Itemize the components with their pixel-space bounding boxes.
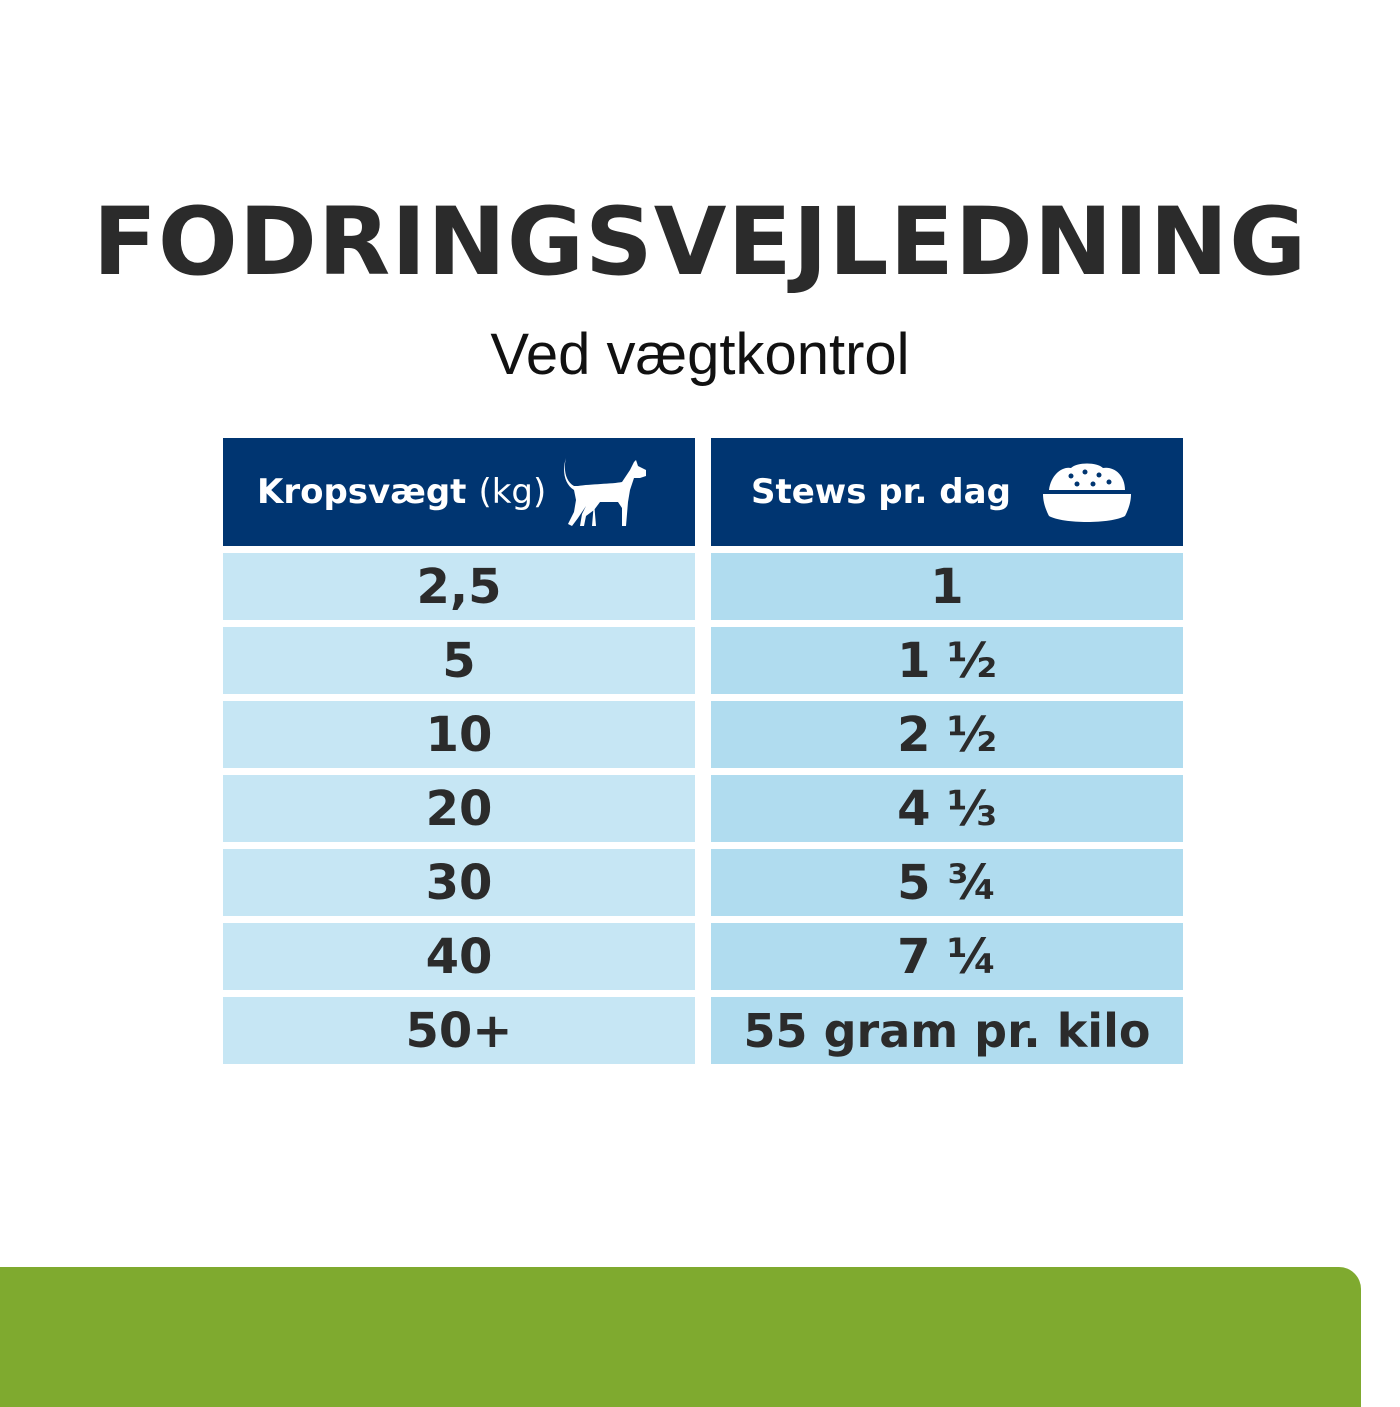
footer-green-band — [0, 1267, 1361, 1407]
table-cell-stews: 1 — [711, 553, 1183, 620]
page-title: FODRINGSVEJLEDNING — [92, 188, 1308, 297]
table-cell-weight: 30 — [223, 849, 695, 916]
dog-icon — [564, 458, 647, 526]
table-cell-weight: 50+ — [223, 997, 695, 1064]
table-cell-weight: 40 — [223, 923, 695, 990]
body-weight-header-label: Kropsvægt — [257, 472, 467, 512]
table-cell-stews: 5 ¾ — [711, 849, 1183, 916]
body-weight-unit: (kg) — [478, 472, 547, 512]
stews-per-day-header: Stews pr. dag — [711, 438, 1183, 546]
table-cell-weight: 10 — [223, 701, 695, 768]
table-cell-weight: 20 — [223, 775, 695, 842]
stews-per-day-header-label: Stews pr. dag — [751, 472, 1011, 512]
table-cell-weight: 5 — [223, 627, 695, 694]
body-weight-header: Kropsvægt (kg) — [223, 438, 695, 546]
table-cell-weight: 2,5 — [223, 553, 695, 620]
table-cell-stews: 4 ⅓ — [711, 775, 1183, 842]
table-cell-stews: 55 gram pr. kilo — [711, 997, 1183, 1064]
table-cell-stews: 7 ¼ — [711, 923, 1183, 990]
table-cell-stews: 2 ½ — [711, 701, 1183, 768]
food-bowl-icon — [1042, 463, 1131, 522]
table-cell-stews: 1 ½ — [711, 627, 1183, 694]
page-subtitle: Ved vægtkontrol — [490, 322, 910, 387]
